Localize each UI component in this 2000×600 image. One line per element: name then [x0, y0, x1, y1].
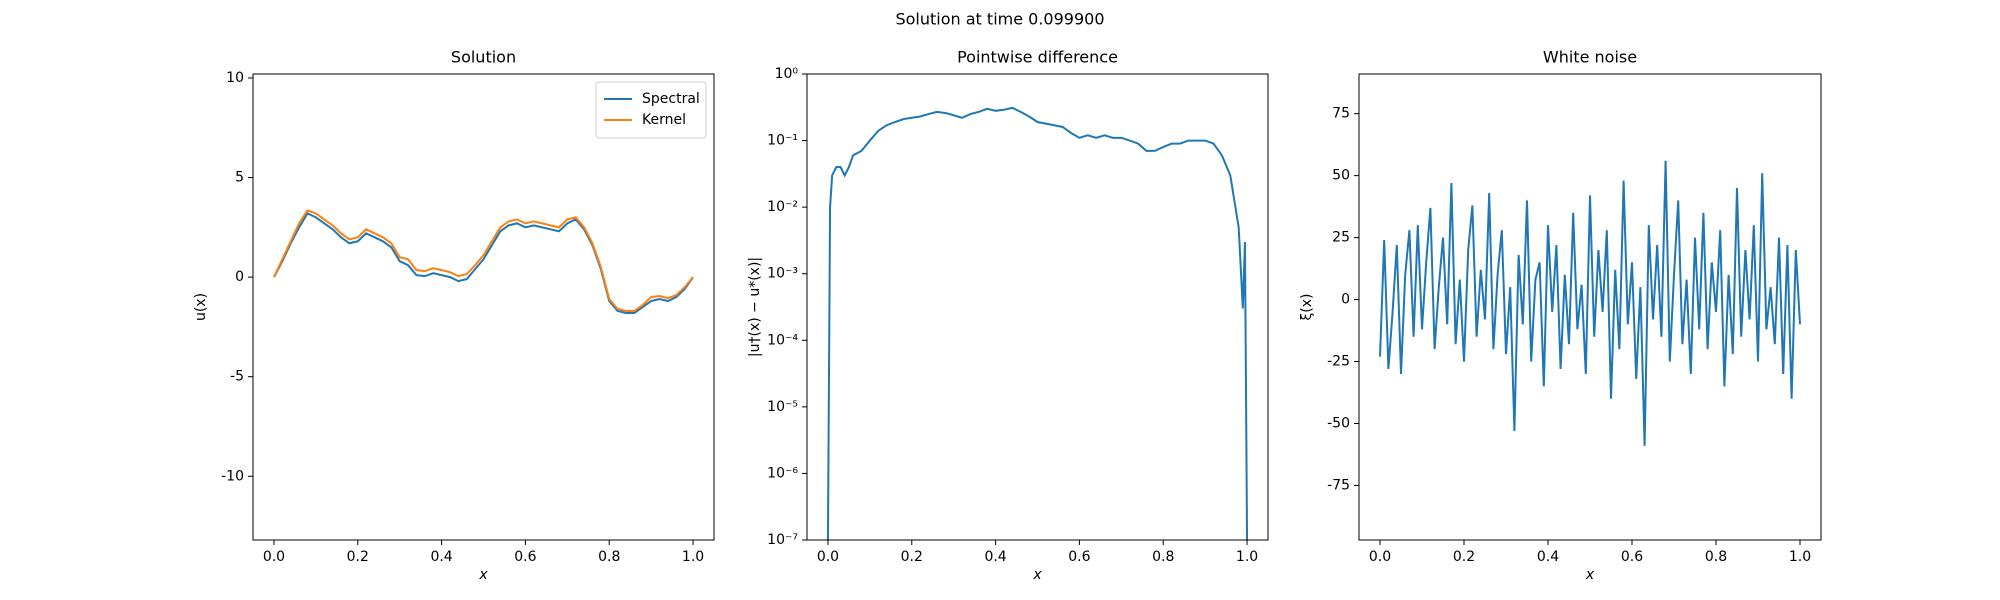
axes-frame — [1358, 73, 1822, 541]
line — [273, 209, 694, 312]
x-tick-label: 0.6 — [514, 549, 536, 565]
x-tick-label: 0.6 — [1621, 549, 1643, 565]
y-tick-label: 10⁻² — [767, 199, 798, 215]
y-tick-label: 0 — [235, 269, 244, 285]
y-tick-label: 75 — [1332, 106, 1350, 122]
y-tick-label: 10⁻⁷ — [767, 532, 798, 548]
line — [826, 106, 1249, 540]
x-tick-label: 0.4 — [1537, 549, 1559, 565]
y-tick-label: 10⁰ — [775, 66, 799, 82]
x-tick-label: 0.0 — [817, 549, 839, 565]
line — [273, 212, 694, 314]
y-tick-label: 10⁻⁴ — [767, 332, 798, 348]
y-tick-label: -75 — [1327, 477, 1350, 493]
panel-title: Solution — [451, 48, 516, 67]
y-tick-label: 5 — [235, 170, 244, 186]
legend-label: Spectral — [642, 91, 700, 107]
panel-title: White noise — [1543, 48, 1637, 67]
x-tick-label: 0.2 — [901, 549, 923, 565]
x-tick-label: 0.8 — [1705, 549, 1727, 565]
x-axis-label: x — [1585, 567, 1595, 583]
y-tick-label: -5 — [230, 369, 244, 385]
x-tick-label: 0.4 — [430, 549, 452, 565]
y-tick-label: -10 — [221, 468, 244, 484]
x-tick-label: 0.8 — [1152, 549, 1174, 565]
line — [1379, 160, 1801, 446]
x-tick-label: 1.0 — [1236, 549, 1258, 565]
x-tick-label: 0.6 — [1068, 549, 1090, 565]
panel-title: Pointwise difference — [957, 48, 1118, 67]
x-tick-label: 0.2 — [347, 549, 369, 565]
x-tick-label: 1.0 — [1789, 549, 1811, 565]
legend-box — [595, 81, 707, 139]
y-tick-label: 50 — [1332, 168, 1350, 184]
y-axis-label: u(x) — [193, 293, 209, 321]
y-tick-label: -25 — [1327, 354, 1350, 370]
y-tick-label: 10⁻⁵ — [767, 399, 798, 415]
legend-label: Kernel — [642, 112, 686, 128]
x-tick-label: 0.8 — [598, 549, 620, 565]
x-tick-label: 0.0 — [1369, 549, 1391, 565]
y-tick-label: 0 — [1341, 292, 1350, 308]
y-axis-label: |u†(x) − u*(x)| — [747, 257, 763, 357]
y-tick-label: 25 — [1332, 230, 1350, 246]
y-tick-label: 10⁻⁶ — [767, 465, 798, 481]
x-axis-label: x — [1032, 567, 1042, 583]
x-tick-label: 1.0 — [682, 549, 704, 565]
x-tick-label: 0.0 — [263, 549, 285, 565]
figure-title: Solution at time 0.099900 — [895, 10, 1104, 29]
x-tick-label: 0.2 — [1453, 549, 1475, 565]
axes-frame — [252, 73, 715, 541]
x-tick-label: 0.4 — [984, 549, 1006, 565]
y-tick-label: 10⁻³ — [767, 266, 798, 282]
y-tick-label: 10⁻¹ — [767, 133, 798, 149]
y-axis-label: ξ(x) — [1299, 293, 1315, 320]
axes-frame — [806, 73, 1269, 541]
y-tick-label: 10 — [226, 70, 244, 86]
y-tick-label: -50 — [1327, 416, 1350, 432]
x-axis-label: x — [478, 567, 488, 583]
